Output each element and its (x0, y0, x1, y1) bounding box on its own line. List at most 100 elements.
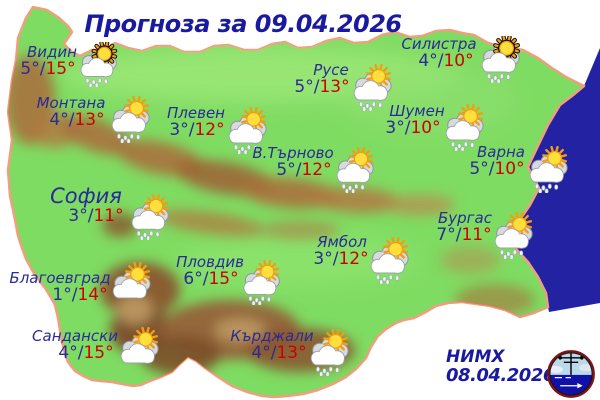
max-temperature: 14° (77, 285, 108, 305)
city-temperatures: 1°/14° (29, 287, 130, 304)
sun-cloud-rain-icon (349, 64, 397, 111)
city-label: Шумен 3°/10° (385, 104, 444, 137)
city-temperatures: 3°/12° (313, 251, 368, 268)
nimh-logo (547, 350, 595, 398)
min-temperature: 6° (183, 269, 203, 289)
sun-cloud-icon (116, 327, 164, 374)
city-temperatures: 4°/13° (237, 345, 320, 362)
temperature-separator: / (455, 225, 462, 245)
max-temperature: 11° (461, 225, 492, 245)
min-temperature: 1° (52, 285, 72, 305)
sun-cloud-rain-icon (490, 212, 538, 259)
city-label: Монтана 4°/13° (37, 96, 106, 129)
temperature-separator: / (437, 51, 444, 71)
max-temperature: 11° (93, 206, 124, 226)
city-name: Пловдив (176, 253, 244, 271)
sun-cloud-rain-icon (76, 42, 122, 87)
city-temperatures: 5°/12° (263, 162, 344, 179)
max-temperature: 12° (338, 249, 369, 269)
city-temperatures: 5°/13° (294, 79, 349, 96)
city-label: Сандански 4°/15° (32, 329, 118, 362)
city-temperatures: 3°/10° (385, 120, 440, 137)
city-name: София (50, 184, 122, 208)
sun-cloud-rain-icon (441, 104, 489, 151)
min-temperature: 4° (251, 343, 271, 363)
city-temperatures: 4°/13° (43, 112, 112, 129)
min-temperature: 5° (469, 159, 489, 179)
max-temperature: 10° (443, 51, 474, 71)
sun-cloud-rain-icon (127, 194, 174, 240)
city-name: Сандански (32, 327, 118, 345)
city-temperatures: 6°/15° (177, 271, 245, 288)
city-label: Кърджали 4°/13° (230, 329, 313, 362)
city-name: Ямбол (317, 233, 367, 251)
temperature-separator: / (68, 110, 75, 130)
temperature-separator: / (71, 285, 78, 305)
city-temperatures: 3°/12° (168, 122, 226, 139)
temperature-separator: / (188, 120, 195, 140)
max-temperature: 15° (208, 269, 239, 289)
temperature-separator: / (404, 118, 411, 138)
min-temperature: 5° (294, 77, 314, 97)
city-name: Русе (313, 61, 349, 79)
max-temperature: 13° (319, 77, 350, 97)
city-temperatures: 5°/15° (20, 61, 75, 78)
temperature-separator: / (39, 59, 46, 79)
min-temperature: 5° (20, 59, 40, 79)
attribution-date: 08.04.2026 (446, 364, 555, 386)
city-temperatures: 5°/10° (469, 161, 524, 178)
city-label: Силистра 4°/10° (401, 37, 476, 70)
attribution: НИМХ 08.04.2026 (446, 347, 555, 386)
city-label: София 3°/11° (50, 184, 123, 225)
sun-cloud-rain-icon (525, 146, 573, 193)
city-temperatures: 7°/11° (436, 227, 491, 244)
city-name: Благоевград (9, 269, 111, 287)
min-temperature: 7° (436, 225, 456, 245)
temperature-separator: / (77, 343, 84, 363)
city-name: Плевен (167, 104, 225, 122)
sun-cloud-rain-icon (224, 107, 272, 154)
temperature-separator: / (313, 77, 320, 97)
city-name: Силистра (401, 35, 477, 53)
city-label: Плевен 3°/12° (167, 106, 225, 139)
city-label: Благоевград 1°/14° (9, 271, 110, 304)
temperature-separator: / (270, 343, 277, 363)
min-temperature: 3° (169, 120, 189, 140)
min-temperature: 3° (313, 249, 333, 269)
sun-cloud-rain-icon (239, 260, 285, 305)
city-temperatures: 3°/11° (60, 208, 132, 225)
forecast-title: Прогноза за 09.04.2026 (84, 10, 402, 38)
max-temperature: 15° (45, 59, 76, 79)
city-label: Видин 5°/15° (20, 43, 79, 78)
sun-cloud-rain-icon (477, 36, 525, 83)
sun-cloud-rain-icon (107, 96, 155, 143)
city-name: В.Търново (252, 144, 334, 162)
attribution-org: НИМХ (446, 347, 505, 367)
min-temperature: 4° (58, 343, 78, 363)
city-label: Русе 5°/13° (294, 61, 358, 96)
city-name: Бургас (437, 209, 493, 227)
city-name: Монтана (36, 94, 106, 112)
city-label: В.Търново 5°/12° (252, 146, 333, 179)
min-temperature: 3° (385, 118, 405, 138)
temperature-separator: / (488, 159, 495, 179)
max-temperature: 10° (494, 159, 525, 179)
city-name: Кърджали (230, 327, 314, 345)
min-temperature: 4° (418, 51, 438, 71)
min-temperature: 4° (49, 110, 69, 130)
city-label: Бургас 7°/11° (436, 209, 493, 244)
city-label: Пловдив 6°/15° (176, 255, 244, 288)
city-label: Варна 5°/10° (469, 145, 528, 178)
sun-cloud-rain-icon (366, 237, 414, 284)
city-name: Видин (27, 43, 77, 61)
sun-cloud-icon (108, 262, 156, 309)
city-temperatures: 4°/15° (43, 345, 129, 362)
max-temperature: 15° (83, 343, 114, 363)
min-temperature: 3° (68, 206, 88, 226)
temperature-separator: / (332, 249, 339, 269)
max-temperature: 10° (410, 118, 441, 138)
temperature-separator: / (295, 160, 302, 180)
sun-cloud-rain-icon (306, 329, 354, 376)
